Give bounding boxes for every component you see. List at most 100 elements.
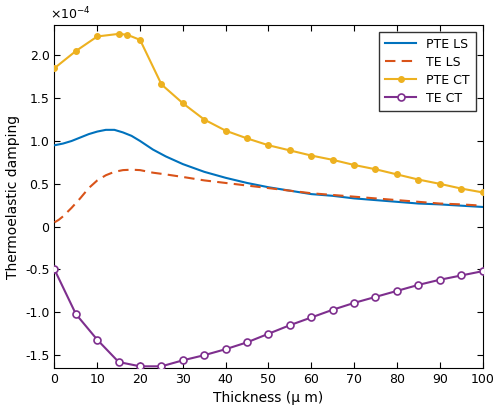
PTE LS <box>94 129 100 134</box>
TE LS <box>458 202 464 207</box>
PTE LS <box>163 154 169 159</box>
PTE CT <box>244 136 250 141</box>
PTE LS <box>68 139 74 143</box>
PTE LS <box>128 134 134 139</box>
TE CT <box>394 289 400 293</box>
PTE CT <box>73 48 79 53</box>
TE LS <box>202 178 207 183</box>
PTE LS <box>308 192 314 196</box>
TE CT <box>372 294 378 299</box>
PTE LS <box>112 127 117 132</box>
TE CT <box>287 323 293 328</box>
PTE LS <box>137 139 143 143</box>
PTE LS <box>372 198 378 203</box>
Text: $\times10^{-4}$: $\times10^{-4}$ <box>50 5 91 22</box>
PTE CT <box>158 82 164 87</box>
TE CT <box>73 312 79 316</box>
TE CT <box>266 331 272 336</box>
PTE CT <box>480 190 486 195</box>
PTE LS <box>180 162 186 166</box>
PTE LS <box>120 130 126 135</box>
X-axis label: Thickness (μ m): Thickness (μ m) <box>214 391 324 405</box>
TE LS <box>120 168 126 173</box>
PTE LS <box>436 202 442 207</box>
PTE LS <box>244 180 250 185</box>
Line: PTE LS: PTE LS <box>54 130 482 207</box>
PTE LS <box>480 205 486 210</box>
TE LS <box>77 196 83 201</box>
PTE LS <box>56 142 62 147</box>
PTE LS <box>86 132 91 136</box>
PTE CT <box>137 37 143 42</box>
TE LS <box>137 168 143 173</box>
PTE CT <box>180 101 186 106</box>
PTE LS <box>287 188 293 193</box>
TE CT <box>308 315 314 320</box>
TE CT <box>351 300 357 305</box>
TE LS <box>351 194 357 199</box>
PTE CT <box>372 167 378 172</box>
TE CT <box>458 273 464 278</box>
TE LS <box>94 178 100 183</box>
TE CT <box>436 277 442 282</box>
TE LS <box>222 180 228 185</box>
TE LS <box>103 173 109 178</box>
TE LS <box>287 188 293 193</box>
TE CT <box>222 347 228 352</box>
PTE CT <box>116 31 121 36</box>
PTE CT <box>436 181 442 186</box>
TE LS <box>163 172 169 177</box>
TE LS <box>52 220 58 225</box>
PTE LS <box>150 147 156 152</box>
PTE LS <box>330 193 336 198</box>
PTE CT <box>94 34 100 39</box>
TE LS <box>308 191 314 196</box>
PTE LS <box>77 135 83 140</box>
PTE CT <box>202 117 207 122</box>
TE LS <box>180 175 186 180</box>
TE LS <box>416 199 422 204</box>
PTE CT <box>266 143 272 148</box>
PTE LS <box>394 199 400 204</box>
TE CT <box>52 267 58 272</box>
TE LS <box>394 198 400 203</box>
PTE CT <box>351 162 357 167</box>
PTE LS <box>266 185 272 190</box>
PTE CT <box>394 172 400 177</box>
TE CT <box>116 360 121 365</box>
TE CT <box>330 307 336 312</box>
PTE CT <box>222 128 228 133</box>
TE LS <box>150 170 156 175</box>
PTE LS <box>351 196 357 201</box>
TE LS <box>244 183 250 188</box>
TE LS <box>68 206 74 210</box>
Line: TE LS: TE LS <box>54 170 482 222</box>
TE LS <box>56 217 62 222</box>
PTE CT <box>124 32 130 37</box>
TE CT <box>244 340 250 345</box>
PTE LS <box>222 175 228 180</box>
TE LS <box>480 203 486 208</box>
PTE LS <box>52 143 58 148</box>
TE CT <box>158 364 164 369</box>
Legend: PTE LS, TE LS, PTE CT, TE CT: PTE LS, TE LS, PTE CT, TE CT <box>379 32 476 111</box>
TE LS <box>330 192 336 197</box>
TE LS <box>128 167 134 172</box>
TE CT <box>137 364 143 369</box>
TE LS <box>436 201 442 206</box>
Y-axis label: Thermoelastic damping: Thermoelastic damping <box>6 115 20 279</box>
PTE CT <box>330 157 336 162</box>
PTE LS <box>202 169 207 174</box>
TE LS <box>372 196 378 201</box>
PTE LS <box>416 201 422 206</box>
TE CT <box>180 358 186 363</box>
PTE LS <box>60 141 66 146</box>
TE CT <box>94 337 100 342</box>
TE LS <box>266 186 272 191</box>
TE CT <box>202 353 207 358</box>
TE CT <box>480 269 486 274</box>
Line: TE CT: TE CT <box>51 266 486 370</box>
PTE CT <box>308 153 314 158</box>
Line: PTE CT: PTE CT <box>52 31 486 195</box>
TE LS <box>112 169 117 174</box>
